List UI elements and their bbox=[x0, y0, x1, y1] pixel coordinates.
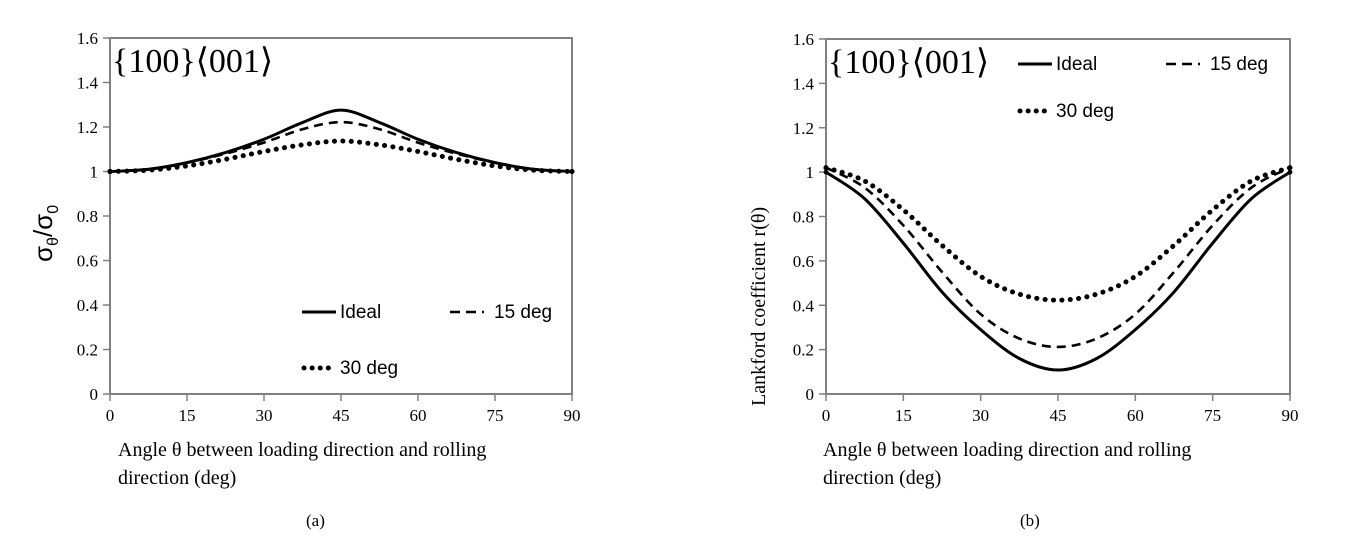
x-tick-label: 90 bbox=[564, 406, 581, 425]
series-endpoint-marker bbox=[823, 169, 829, 175]
x-tick-label: 30 bbox=[256, 406, 273, 425]
series-line-ideal bbox=[825, 170, 1291, 372]
chart-b-x-axis: 0 15 30 45 60 75 90 bbox=[822, 394, 1299, 425]
chart-a-x-axis-title-line1: Angle θ between loading direction and ro… bbox=[118, 439, 486, 461]
y-tick-label: 0.4 bbox=[77, 296, 99, 315]
series-line-15-deg bbox=[109, 120, 573, 173]
x-tick-label: 15 bbox=[179, 406, 196, 425]
x-tick-label: 0 bbox=[106, 406, 115, 425]
x-tick-label: 0 bbox=[822, 406, 831, 425]
legend-label: 15 deg bbox=[1210, 54, 1268, 75]
chart-a: 0 0.2 0.4 0.6 0.8 1 1.2 1.4 1.6 0 15 30 45 60 75 90 {1… bbox=[28, 29, 581, 530]
chart-b-y-axis: 0 0.2 0.4 0.6 0.8 1 1.2 1.4 1.6 bbox=[793, 30, 826, 404]
chart-b-panel-label: (b) bbox=[1020, 511, 1040, 530]
chart-a-series bbox=[107, 108, 575, 174]
legend-label: 30 deg bbox=[1056, 101, 1114, 122]
series-endpoint-marker bbox=[107, 169, 113, 174]
chart-a-legend: Ideal 15 deg 30 deg bbox=[301, 302, 552, 379]
y-tick-label: 0.2 bbox=[793, 341, 814, 360]
series-endpoint-marker bbox=[1287, 169, 1293, 175]
chart-a-y-axis: 0 0.2 0.4 0.6 0.8 1 1.2 1.4 1.6 bbox=[77, 29, 110, 404]
series-endpoint-marker bbox=[823, 165, 829, 171]
chart-a-texture-annotation: {100}⟨001⟩ bbox=[112, 43, 273, 80]
y-tick-label: 0.6 bbox=[77, 252, 98, 271]
x-tick-label: 75 bbox=[487, 406, 504, 425]
y-tick-label: 0.6 bbox=[793, 252, 814, 271]
y-tick-label: 0.8 bbox=[793, 208, 814, 227]
chart-b-x-axis-title-line2: direction (deg) bbox=[823, 467, 941, 489]
y-tick-label: 0.2 bbox=[77, 341, 98, 360]
chart-a-y-axis-title: σθ/σ0 bbox=[28, 205, 62, 262]
legend-label: 15 deg bbox=[494, 302, 552, 323]
y-tick-label: 1.2 bbox=[77, 118, 98, 137]
chart-b-x-axis-title-line1: Angle θ between loading direction and ro… bbox=[823, 439, 1191, 461]
legend-label: Ideal bbox=[1056, 54, 1097, 75]
y-tick-label: 0.4 bbox=[793, 296, 815, 315]
series-line-30-deg bbox=[107, 138, 575, 174]
x-tick-label: 60 bbox=[1127, 406, 1144, 425]
legend-label: 30 deg bbox=[340, 358, 398, 379]
y-tick-label: 0 bbox=[806, 385, 815, 404]
series-line-15-deg bbox=[825, 166, 1291, 349]
x-tick-label: 15 bbox=[895, 406, 912, 425]
chart-a-panel-label: (a) bbox=[306, 511, 325, 530]
chart-b-y-axis-title: Lankford coefficient r(θ) bbox=[748, 207, 770, 406]
x-tick-label: 60 bbox=[410, 406, 427, 425]
x-tick-label: 30 bbox=[972, 406, 989, 425]
y-tick-label: 1.6 bbox=[793, 30, 814, 49]
x-tick-label: 90 bbox=[1282, 406, 1299, 425]
y-tick-label: 1.6 bbox=[77, 29, 98, 48]
chart-a-plot-frame bbox=[109, 37, 573, 395]
y-tick-label: 1.4 bbox=[793, 74, 815, 93]
y-tick-label: 1 bbox=[90, 163, 99, 182]
chart-b-series bbox=[823, 165, 1293, 372]
chart-a-x-axis: 0 15 30 45 60 75 90 bbox=[106, 394, 581, 425]
y-tick-label: 1.4 bbox=[77, 74, 99, 93]
chart-a-y-title-sigma: σθ/σ0 bbox=[28, 205, 62, 262]
series-endpoint-marker bbox=[1287, 165, 1293, 171]
y-tick-label: 0 bbox=[90, 385, 99, 404]
x-tick-label: 45 bbox=[1050, 406, 1067, 425]
x-tick-label: 45 bbox=[333, 406, 350, 425]
y-tick-label: 0.8 bbox=[77, 207, 98, 226]
x-tick-label: 75 bbox=[1204, 406, 1221, 425]
legend-label: Ideal bbox=[340, 302, 381, 323]
chart-b: 0 0.2 0.4 0.6 0.8 1 1.2 1.4 1.6 0 15 30 45 60 75 90 {1… bbox=[748, 30, 1299, 530]
chart-a-x-axis-title-line2: direction (deg) bbox=[118, 467, 236, 489]
y-tick-label: 1.2 bbox=[793, 119, 814, 138]
series-endpoint-marker bbox=[569, 169, 575, 174]
y-tick-label: 1 bbox=[806, 163, 815, 182]
chart-b-texture-annotation: {100}⟨001⟩ bbox=[828, 44, 989, 81]
chart-b-legend: Ideal 15 deg 30 deg bbox=[1017, 54, 1268, 122]
